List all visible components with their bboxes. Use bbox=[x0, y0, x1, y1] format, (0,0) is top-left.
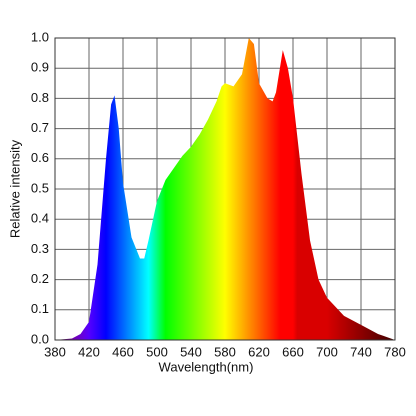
x-tick-label: 620 bbox=[248, 344, 270, 359]
y-tick-label: 1.0 bbox=[31, 29, 49, 44]
y-tick-label: 0.3 bbox=[31, 241, 49, 256]
y-tick-label: 0.5 bbox=[31, 180, 49, 195]
y-tick-label: 0.4 bbox=[31, 211, 49, 226]
plot-frame bbox=[54, 37, 396, 341]
x-tick-label: 420 bbox=[78, 344, 100, 359]
x-tick-label: 500 bbox=[146, 344, 168, 359]
x-tick-label: 780 bbox=[384, 344, 406, 359]
x-tick-label: 540 bbox=[180, 344, 202, 359]
y-tick-label: 0.2 bbox=[31, 271, 49, 286]
y-tick-label: 0.0 bbox=[31, 331, 49, 346]
y-axis-label: Relative intensity bbox=[7, 139, 22, 238]
x-tick-label: 660 bbox=[282, 344, 304, 359]
y-tick-label: 0.6 bbox=[31, 150, 49, 165]
x-axis-label: Wavelength(nm) bbox=[159, 359, 254, 374]
x-tick-label: 740 bbox=[350, 344, 372, 359]
y-tick-label: 0.7 bbox=[31, 120, 49, 135]
x-tick-label: 700 bbox=[316, 344, 338, 359]
x-tick-label: 460 bbox=[112, 344, 134, 359]
y-tick-label: 0.8 bbox=[31, 90, 49, 105]
x-tick-label: 380 bbox=[44, 344, 66, 359]
y-tick-label: 0.1 bbox=[31, 301, 49, 316]
spectrum-area bbox=[55, 38, 395, 340]
x-tick-label: 580 bbox=[214, 344, 236, 359]
y-tick-label: 0.9 bbox=[31, 60, 49, 75]
